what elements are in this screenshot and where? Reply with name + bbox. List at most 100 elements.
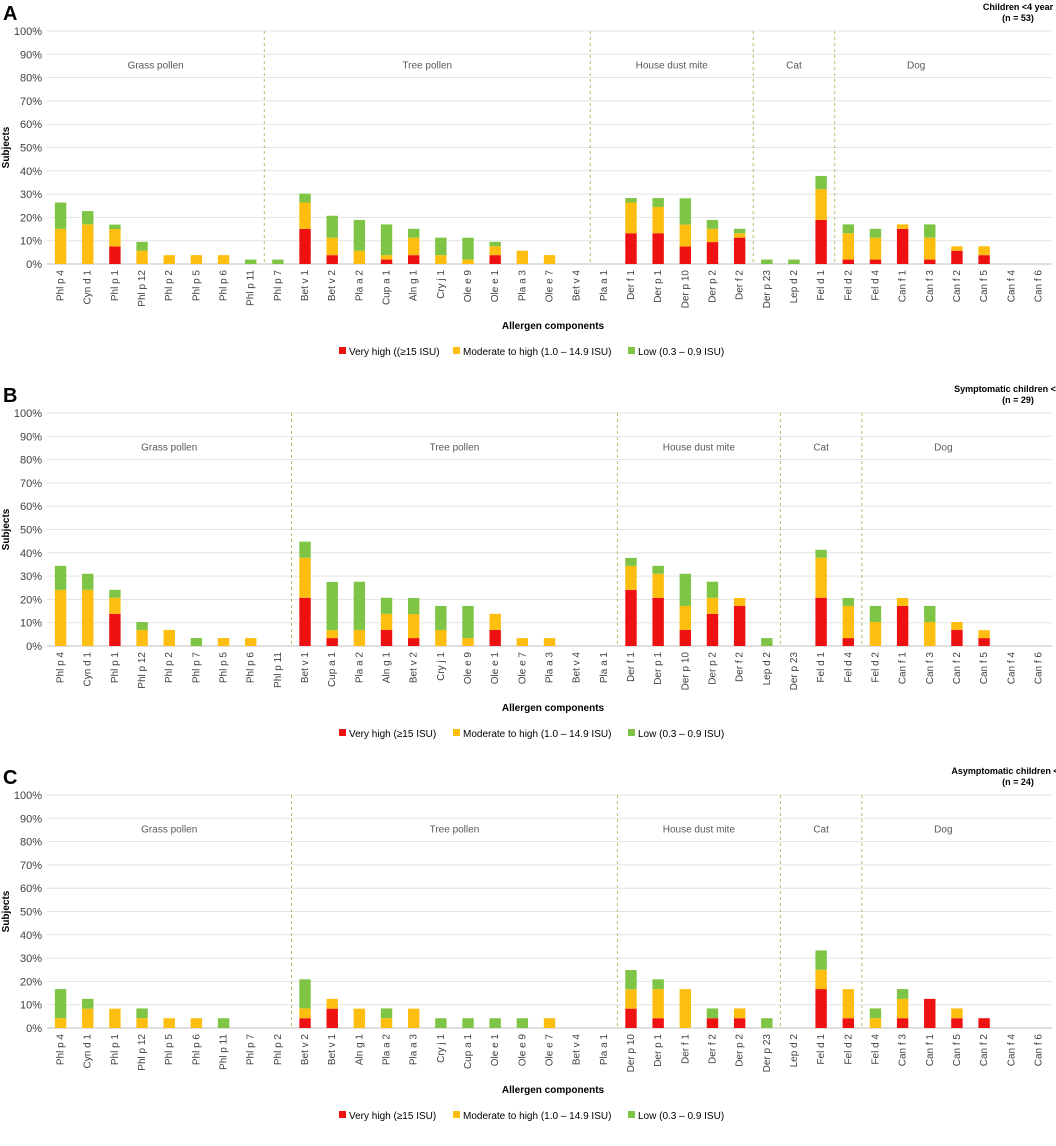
y-tick-label: 40% bbox=[20, 166, 42, 178]
x-tick-label: Can f 5 bbox=[979, 652, 990, 685]
x-tick-label: Der p 23 bbox=[762, 270, 773, 309]
bar-segment-moderate bbox=[353, 250, 366, 264]
bar-segment-very-high bbox=[951, 250, 963, 264]
x-tick-label: Phl p 2 bbox=[164, 270, 175, 302]
bar-segment-low bbox=[353, 581, 366, 630]
x-tick-label: Can f 2 bbox=[952, 270, 963, 303]
x-tick-label: Fel d 1 bbox=[816, 652, 827, 683]
chart-panel-a: A Children <4 year(n = 53) 0% 10% 20% 30% 40% 5… bbox=[1, 2, 1054, 358]
bar-segment-moderate bbox=[489, 246, 501, 256]
legend-swatch bbox=[453, 729, 460, 736]
x-tick-label: Phl p 7 bbox=[191, 652, 202, 684]
x-tick-label: Phl p 4 bbox=[56, 652, 67, 684]
legend-swatch bbox=[339, 1111, 346, 1118]
x-tick-label: Can f 6 bbox=[1033, 652, 1044, 685]
bar-segment-low bbox=[924, 224, 936, 238]
x-tick-label: Aln g 1 bbox=[382, 652, 393, 684]
bar-segment-low bbox=[679, 573, 692, 606]
y-tick-label: 60% bbox=[20, 883, 42, 895]
bar-segment-moderate bbox=[679, 989, 692, 1028]
bar-segment-low bbox=[815, 175, 827, 190]
bar-segment-very-high bbox=[652, 1018, 664, 1028]
legend-label: Very high (≥15 ISU) bbox=[349, 729, 436, 740]
bar-segment-low bbox=[407, 598, 420, 615]
x-tick-label: Ole e 7 bbox=[545, 1034, 556, 1067]
bar-segment-very-high bbox=[299, 1018, 311, 1028]
x-tick-label: Pla a 1 bbox=[599, 1034, 610, 1066]
chart-panel-c: C Asymptomatic children <4 year(n = 24) 0%… bbox=[1, 766, 1056, 1122]
y-tick-label: 80% bbox=[20, 73, 42, 85]
y-tick-label: 40% bbox=[20, 548, 42, 560]
bar-segment-moderate bbox=[380, 1018, 393, 1028]
bar-segment-moderate bbox=[245, 638, 257, 646]
x-tick-label: Der f 2 bbox=[735, 652, 746, 682]
bar-segment-very-high bbox=[380, 629, 393, 646]
y-tick-label: 0% bbox=[26, 259, 42, 271]
bar-segment-moderate bbox=[869, 1018, 882, 1028]
legend-swatch bbox=[453, 1111, 460, 1118]
bar-segment-moderate bbox=[109, 597, 121, 614]
x-tick-label: Ole e 7 bbox=[517, 652, 528, 685]
x-tick-label: Lep d 2 bbox=[789, 1034, 800, 1068]
bar-segment-very-high bbox=[842, 1018, 854, 1028]
x-tick-label: Der p 1 bbox=[653, 270, 664, 303]
y-tick-label: 30% bbox=[20, 953, 42, 965]
bar-segment-moderate bbox=[136, 1018, 148, 1028]
bar-segment-moderate bbox=[435, 629, 447, 646]
bar-segment-moderate bbox=[353, 629, 366, 646]
bar-segment-moderate bbox=[924, 237, 936, 260]
x-tick-label: Ole e 9 bbox=[463, 270, 474, 303]
x-tick-label: Can f 3 bbox=[898, 1034, 909, 1067]
bar-segment-low bbox=[625, 557, 637, 566]
bar-segment-low bbox=[82, 998, 94, 1009]
x-tick-label: Cry j 1 bbox=[436, 652, 447, 681]
y-tick-label: 30% bbox=[20, 189, 42, 201]
bar-segment-very-high bbox=[733, 605, 746, 646]
bar-segment-very-high bbox=[815, 597, 827, 646]
y-tick-label: 10% bbox=[20, 618, 42, 630]
bar-segment-very-high bbox=[733, 1018, 746, 1028]
bar-segment-low bbox=[706, 219, 719, 229]
y-tick-label: 60% bbox=[20, 501, 42, 513]
bar-segment-moderate bbox=[326, 998, 338, 1009]
bar-segment-low bbox=[462, 1018, 474, 1028]
group-label: Dog bbox=[934, 824, 952, 835]
x-tick-label: Der p 1 bbox=[653, 1034, 664, 1067]
x-tick-label: Can f 6 bbox=[1033, 270, 1044, 303]
x-tick-label: Bet v 4 bbox=[572, 652, 583, 684]
y-tick-label: 50% bbox=[20, 907, 42, 919]
bar-segment-moderate bbox=[924, 622, 936, 646]
bar-segment-low bbox=[869, 605, 882, 623]
legend-label: Moderate to high (1.0 – 14.9 ISU) bbox=[463, 347, 611, 358]
bar-segment-very-high bbox=[489, 629, 501, 646]
bar-segment-very-high bbox=[652, 233, 664, 264]
bar-segment-very-high bbox=[978, 638, 990, 646]
group-label: House dust mite bbox=[663, 442, 736, 453]
bar-segment-very-high bbox=[815, 219, 827, 264]
bar-segment-low bbox=[109, 589, 121, 598]
x-tick-label: Fel d 4 bbox=[870, 1034, 881, 1065]
x-tick-label: Der p 2 bbox=[707, 652, 718, 685]
chart-title-line: (n = 24) bbox=[1002, 777, 1034, 787]
x-tick-label: Can f 1 bbox=[898, 270, 909, 303]
x-tick-label: Can f 3 bbox=[925, 270, 936, 303]
bar-segment-moderate bbox=[652, 206, 664, 234]
bar-segment-low bbox=[761, 638, 773, 646]
x-tick-label: Der p 23 bbox=[789, 652, 800, 691]
bar-segment-moderate bbox=[842, 989, 854, 1019]
bar-segment-moderate bbox=[136, 629, 148, 646]
bar-segment-low bbox=[815, 950, 827, 970]
x-tick-label: Cyn d 1 bbox=[83, 1034, 94, 1069]
bar-segment-moderate bbox=[815, 557, 827, 598]
x-tick-label: Can f 4 bbox=[1006, 652, 1017, 685]
bar-segment-low bbox=[435, 237, 447, 256]
x-tick-label: Bet v 4 bbox=[572, 270, 583, 302]
x-tick-label: Cyn d 1 bbox=[83, 270, 94, 305]
bar-segment-low bbox=[54, 989, 67, 1019]
bar-segment-very-high bbox=[380, 259, 393, 264]
bar-segment-very-high bbox=[706, 613, 719, 646]
y-tick-label: 100% bbox=[14, 408, 42, 420]
x-tick-label: Phl p 4 bbox=[56, 270, 67, 302]
bar-segment-very-high bbox=[896, 228, 909, 264]
bar-segment-very-high bbox=[109, 613, 121, 646]
